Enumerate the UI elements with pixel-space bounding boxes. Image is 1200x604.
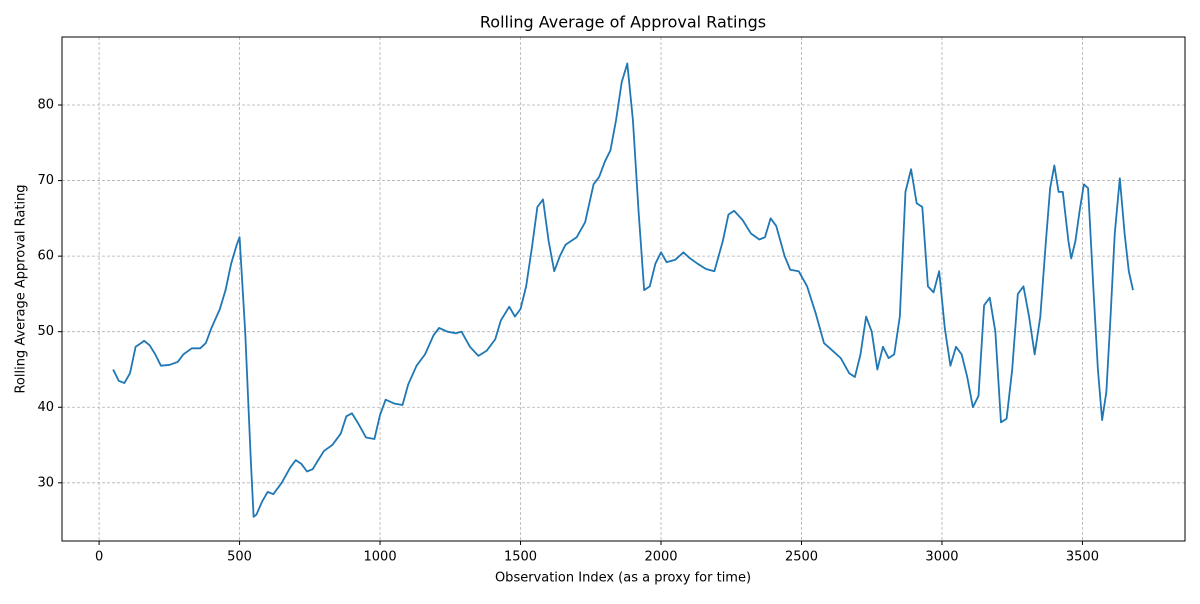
chart-title: Rolling Average of Approval Ratings (480, 13, 766, 32)
x-tick-label: 1500 (504, 550, 537, 565)
y-tick-label: 50 (37, 324, 54, 339)
y-axis-label: Rolling Average Approval Rating (14, 184, 29, 393)
y-tick-label: 60 (37, 249, 54, 264)
y-tick-label: 30 (37, 475, 54, 490)
y-tick-label: 70 (37, 173, 54, 188)
x-tick-label: 2500 (785, 550, 818, 565)
data-line (112, 62, 1134, 518)
y-tick-label: 80 (37, 98, 54, 113)
x-tick-label: 3500 (1066, 550, 1099, 565)
x-tick-label: 500 (227, 550, 252, 565)
y-tick-label: 40 (37, 400, 54, 415)
x-tick-label: 0 (95, 550, 103, 565)
x-tick-label: 1000 (364, 550, 397, 565)
plot-frame (61, 36, 1186, 542)
x-axis-label: Observation Index (as a proxy for time) (495, 571, 751, 586)
x-tick-label: 2000 (644, 550, 677, 565)
x-tick-label: 3000 (925, 550, 958, 565)
